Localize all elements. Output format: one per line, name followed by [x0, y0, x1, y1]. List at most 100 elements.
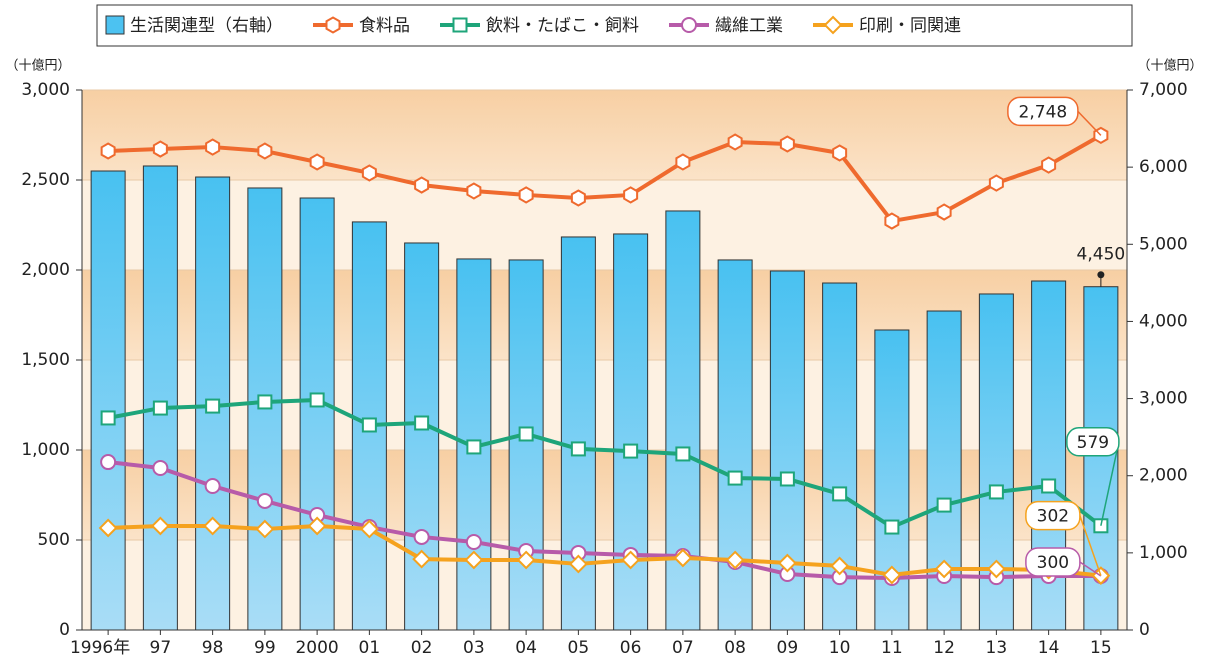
y-axis-label: （十億円） [5, 58, 70, 74]
marker [936, 203, 952, 221]
marker [1041, 478, 1057, 494]
x-tick-label: 13 [986, 638, 1008, 658]
bar [299, 197, 335, 631]
marker [203, 516, 223, 536]
y-tick-label: 2,500 [21, 170, 70, 190]
data-label: 300 [1037, 553, 1069, 573]
marker [675, 446, 691, 462]
y-tick-label: 500 [38, 530, 70, 550]
marker [325, 16, 341, 34]
bar [404, 242, 440, 631]
marker [100, 454, 117, 471]
x-tick-label: 2000 [295, 638, 338, 658]
line [107, 460, 1101, 580]
marker [518, 186, 534, 204]
marker [830, 556, 850, 576]
marker [675, 153, 691, 171]
x-tick-label: 04 [515, 638, 537, 658]
marker [832, 144, 848, 162]
marker [150, 516, 170, 536]
x-tick-label: 1996年 [70, 638, 130, 658]
marker [725, 550, 745, 570]
marker [255, 519, 275, 539]
marker [100, 142, 116, 160]
callout-box [1025, 500, 1081, 531]
plot-band [82, 270, 1127, 360]
marker [882, 565, 902, 585]
bar [613, 233, 649, 631]
legend-box [96, 4, 1133, 47]
marker [205, 138, 221, 156]
marker [570, 441, 586, 457]
x-tick-label: 08 [724, 638, 746, 658]
y-tick-label: 3,000 [21, 80, 70, 100]
marker [823, 15, 843, 35]
marker [257, 394, 273, 410]
marker [205, 398, 221, 414]
marker [681, 17, 697, 33]
x-tick-label: 03 [463, 638, 485, 658]
legend-label: 食料品 [359, 16, 410, 36]
legend-swatch [105, 15, 125, 35]
x-tick-label: 12 [933, 638, 955, 658]
bar [717, 259, 753, 631]
x-tick-label: 14 [1038, 638, 1060, 658]
marker [466, 182, 482, 200]
x-tick-label: 15 [1090, 638, 1112, 658]
marker [98, 518, 118, 538]
callout-pointer [1077, 110, 1102, 136]
marker [204, 478, 221, 494]
marker [152, 400, 168, 416]
marker [1041, 156, 1057, 174]
marker [623, 443, 639, 459]
bar [142, 165, 178, 631]
marker [257, 142, 273, 160]
x-tick-label: 98 [202, 638, 224, 658]
y2-tick-label: 7,000 [1139, 80, 1188, 100]
marker [414, 176, 430, 194]
plot-band [82, 180, 1127, 270]
x-tick-label: 02 [411, 638, 433, 658]
marker [673, 548, 693, 568]
marker [934, 559, 954, 579]
marker [256, 492, 273, 509]
marker [100, 410, 116, 426]
marker [309, 153, 325, 171]
marker [361, 164, 377, 182]
line [107, 397, 1103, 530]
marker [452, 17, 468, 33]
y-tick-label: 2,000 [21, 260, 70, 280]
y2-tick-label: 0 [1139, 620, 1150, 640]
marker [832, 486, 848, 502]
marker [464, 550, 484, 570]
legend-label: 生活関連型（右軸） [130, 16, 283, 36]
data-label: 302 [1037, 507, 1069, 527]
marker [727, 133, 743, 151]
marker [152, 460, 169, 476]
bar [508, 259, 544, 631]
y2-tick-label: 1,000 [1139, 543, 1188, 563]
y2-axis-label: （十億円） [1137, 58, 1202, 74]
x-tick-label: 99 [254, 638, 276, 658]
data-label: 2,748 [1019, 102, 1068, 122]
y2-tick-label: 2,000 [1139, 466, 1188, 486]
x-tick-label: 07 [672, 638, 694, 658]
y-tick-label: 0 [59, 620, 70, 640]
y-tick-label: 1,500 [21, 350, 70, 370]
marker [988, 174, 1004, 192]
marker [359, 519, 379, 539]
callout-pointer [1079, 561, 1102, 577]
marker [986, 559, 1006, 579]
bar [90, 170, 126, 631]
y2-tick-label: 6,000 [1139, 157, 1188, 177]
callout-pointer [1100, 441, 1120, 526]
marker [518, 426, 534, 442]
callout-box [1007, 96, 1079, 127]
x-tick-label: 05 [568, 638, 590, 658]
marker [152, 140, 168, 158]
callout-box [1025, 547, 1081, 577]
y2-tick-label: 5,000 [1139, 234, 1188, 254]
marker [988, 484, 1004, 500]
marker [727, 470, 743, 486]
legend-label: 印刷・同関連 [859, 16, 961, 36]
